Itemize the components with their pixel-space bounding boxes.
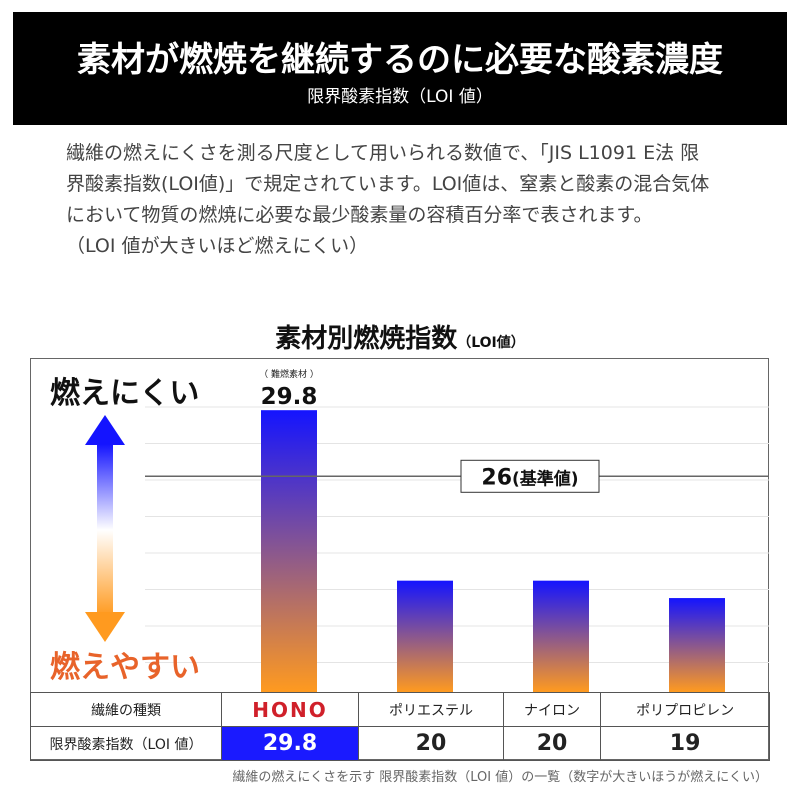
description-line: において物質の燃焼に必要な最少酸素量の容積百分率で表されます。 [66, 204, 653, 226]
table-cell: 20 [502, 726, 602, 761]
row-header: 限界酸素指数（LOI 値） [30, 726, 222, 761]
axis-hint-top: 燃えにくい [50, 376, 200, 411]
row-header: 繊維の種類 [30, 692, 222, 727]
table-cell: HONO [221, 692, 359, 727]
description-line: 界酸素指数(LOI値)」で規定されています。LOI値は、窒素と酸素の混合気体 [66, 173, 710, 195]
hono-logo: HONO [252, 697, 328, 722]
description-line: （LOI 値が大きいほど燃えにくい） [66, 235, 369, 257]
table-cell: 19 [600, 726, 770, 761]
table-cell: 29.8 [221, 726, 359, 761]
table-row: 限界酸素指数（LOI 値） 29.8 20 20 19 [30, 726, 770, 761]
page-subtitle: 限界酸素指数（LOI 値） [307, 87, 493, 107]
axis-hint-bottom: 燃えやすい [50, 650, 200, 685]
reference-label: 26(基準値) [481, 465, 578, 490]
reference-label-box [460, 459, 600, 493]
page-title: 素材が燃焼を継続するのに必要な酸素濃度 [77, 40, 723, 80]
table-cell: ポリエステル [358, 692, 504, 727]
direction-arrow-icon [85, 415, 125, 642]
bar-annotation: （ 難燃素材 ） [259, 368, 319, 380]
bar-1 [261, 410, 317, 692]
bar-4 [669, 598, 725, 692]
bar-2 [397, 580, 453, 692]
bar-3 [533, 580, 589, 692]
table-row: 繊維の種類 HONO ポリエステル ナイロン ポリプロピレン [30, 692, 770, 727]
title-banner: 素材が燃焼を継続するのに必要な酸素濃度 限界酸素指数（LOI 値） [13, 12, 787, 125]
chart-title-text: 素材別燃焼指数 [275, 324, 458, 354]
caption: 繊維の燃えにくさを示す 限界酸素指数（LOI 値）の一覧（数字が大きいほうが燃え… [232, 770, 768, 785]
bar-data-label: 29.8 [261, 384, 318, 410]
table-cell: 20 [358, 726, 504, 761]
data-table: 繊維の種類 HONO ポリエステル ナイロン ポリプロピレン 限界酸素指数（LO… [30, 692, 770, 761]
table-cell: ナイロン [502, 692, 602, 727]
description-line: 繊維の燃えにくさを測る尺度として用いられる数値で、「JIS L1091 E法 限 [66, 142, 700, 164]
chart-title: 素材別燃焼指数（LOI値） [0, 318, 800, 355]
chart-title-suffix: （LOI値） [457, 335, 525, 351]
table-cell: ポリプロピレン [600, 692, 770, 727]
description: 繊維の燃えにくさを測る尺度として用いられる数値で、「JIS L1091 E法 限… [66, 138, 746, 262]
